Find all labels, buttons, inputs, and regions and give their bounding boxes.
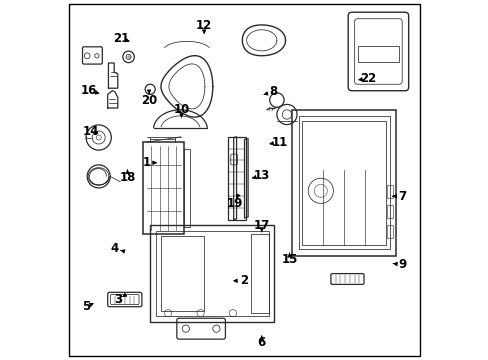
Text: 16: 16 bbox=[81, 84, 97, 97]
Bar bbox=[386, 185, 392, 198]
Text: 5: 5 bbox=[82, 300, 90, 313]
Bar bbox=[358, 46, 398, 62]
Bar bbox=[155, 231, 268, 316]
Bar bbox=[386, 225, 392, 238]
Text: 18: 18 bbox=[119, 171, 135, 184]
Text: 17: 17 bbox=[253, 219, 269, 231]
Bar bbox=[150, 225, 274, 322]
Bar bbox=[386, 205, 392, 218]
Text: 12: 12 bbox=[196, 19, 212, 32]
Text: 14: 14 bbox=[82, 125, 99, 138]
Bar bbox=[161, 236, 204, 311]
Text: 3: 3 bbox=[114, 293, 122, 306]
Text: 13: 13 bbox=[253, 169, 269, 182]
Text: 19: 19 bbox=[226, 197, 242, 210]
Text: 21: 21 bbox=[113, 32, 129, 45]
Bar bbox=[302, 121, 386, 245]
Text: 15: 15 bbox=[281, 253, 297, 266]
Text: 2: 2 bbox=[240, 274, 248, 287]
Text: 11: 11 bbox=[271, 136, 287, 149]
Text: 20: 20 bbox=[141, 94, 157, 107]
Bar bbox=[184, 149, 189, 227]
Bar bbox=[250, 234, 268, 313]
Text: 8: 8 bbox=[268, 85, 277, 98]
Text: 10: 10 bbox=[173, 103, 189, 116]
Text: 9: 9 bbox=[397, 258, 406, 271]
Text: 22: 22 bbox=[360, 72, 376, 85]
Text: 6: 6 bbox=[257, 336, 265, 349]
Text: 1: 1 bbox=[142, 156, 150, 169]
Text: 7: 7 bbox=[397, 190, 406, 203]
Bar bbox=[227, 137, 246, 220]
Bar bbox=[291, 110, 396, 256]
Bar bbox=[142, 142, 184, 234]
Text: 4: 4 bbox=[110, 242, 118, 255]
Bar bbox=[298, 116, 389, 249]
